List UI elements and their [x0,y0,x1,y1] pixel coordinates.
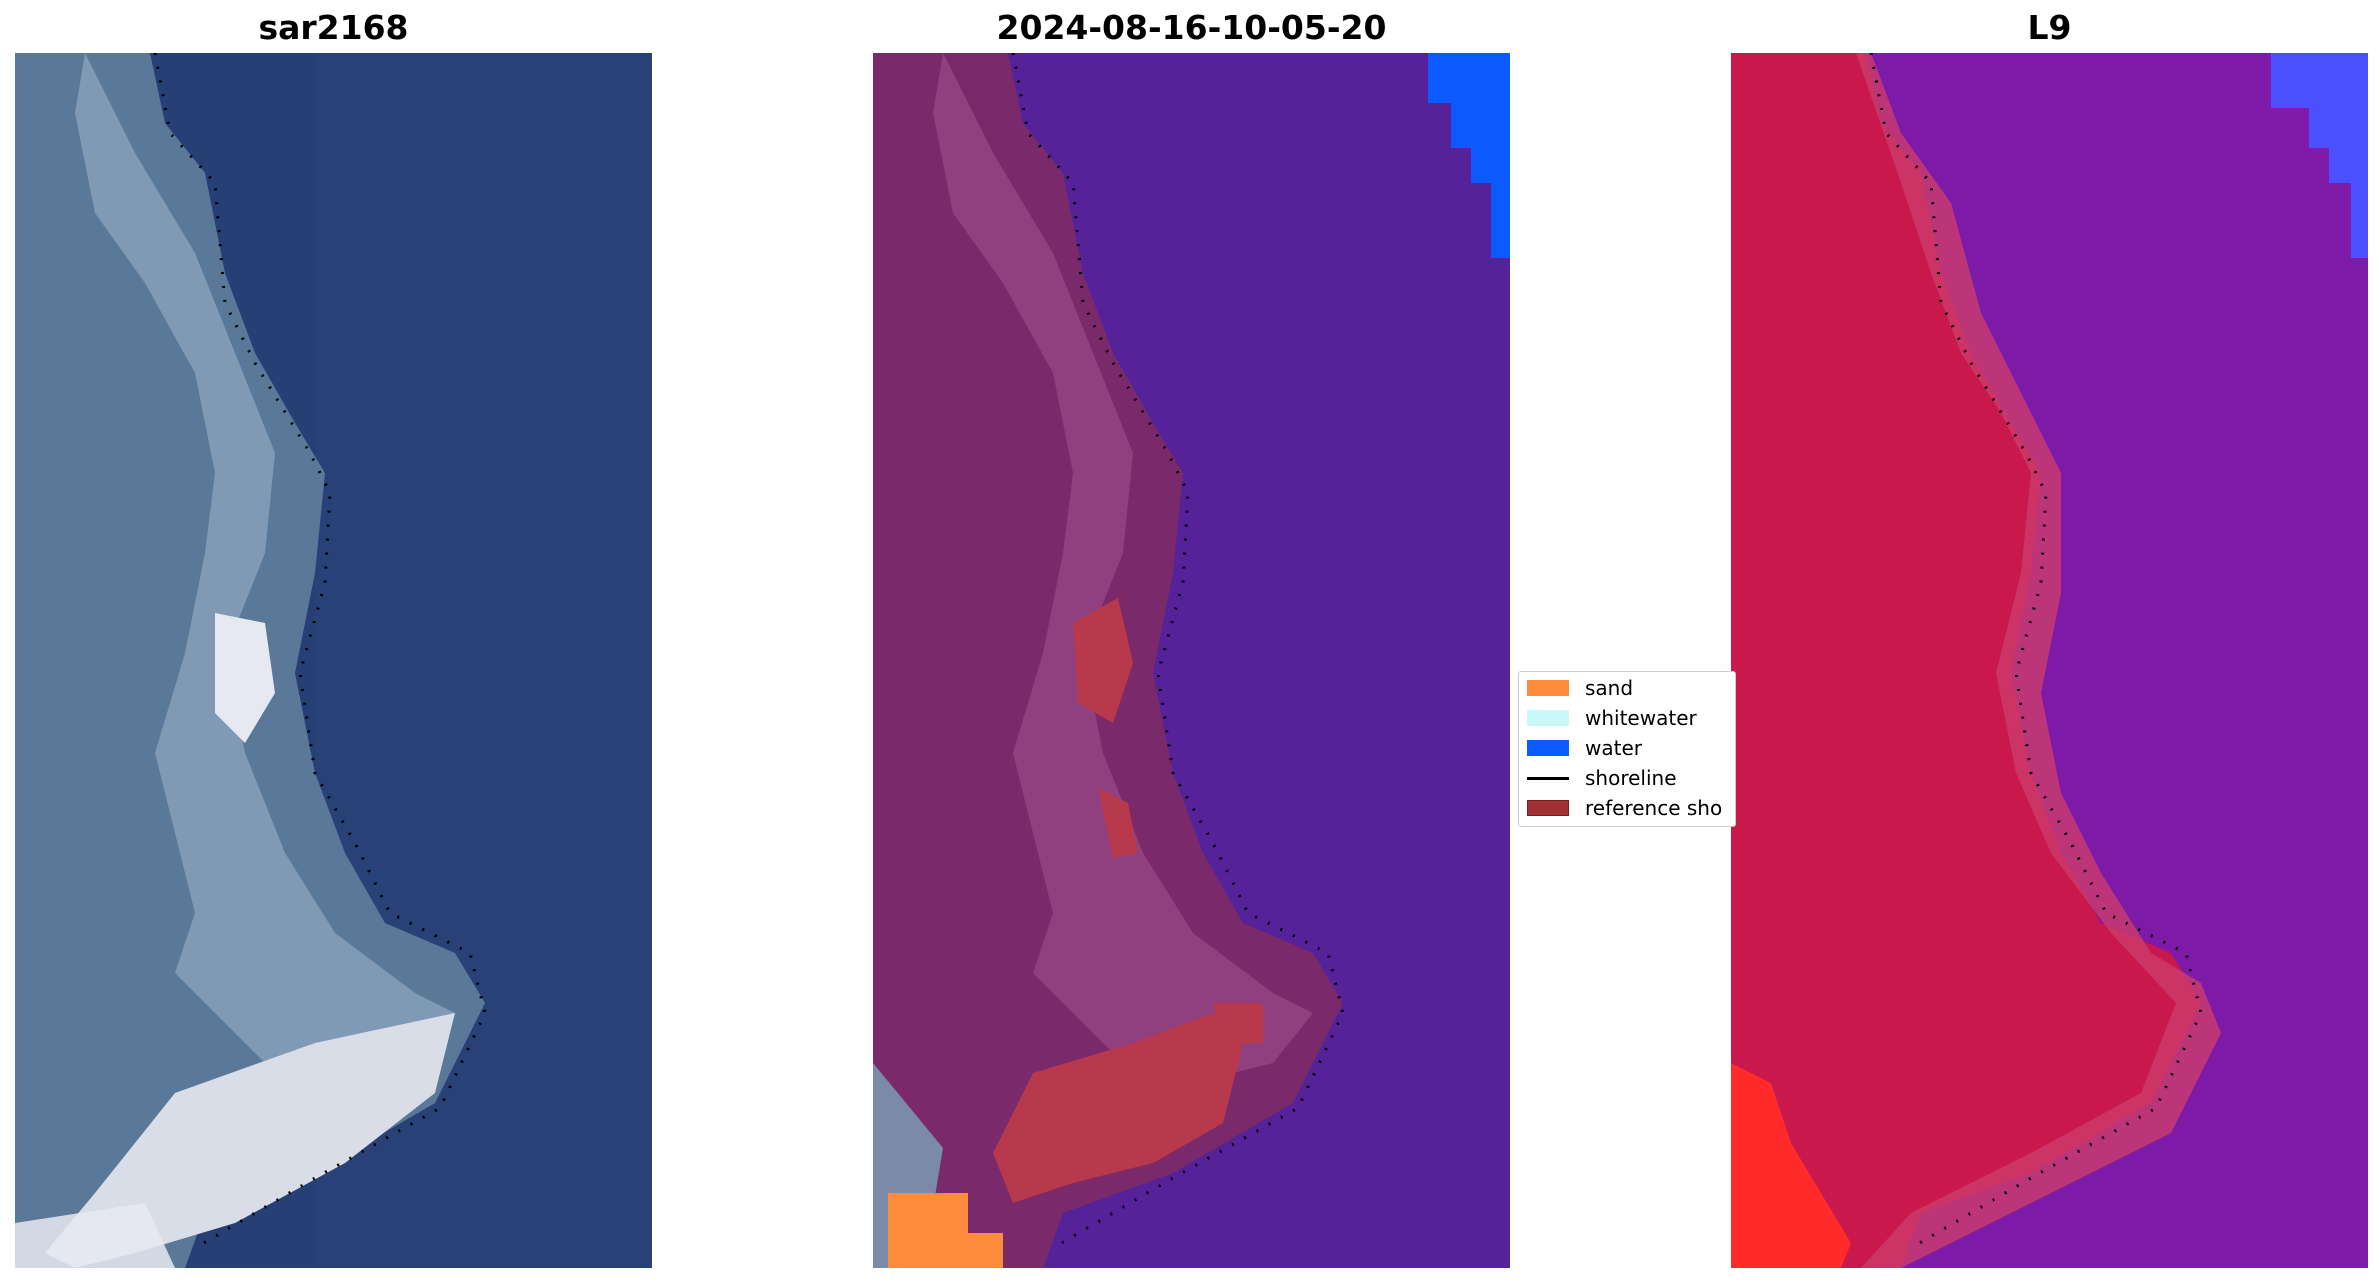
classified-image [873,53,1510,1268]
classified-image-panel [873,53,1510,1268]
sand-swatch [1527,680,1569,696]
legend-item-sand: sand [1527,676,1633,700]
panel-title-index: L9 [2027,8,2072,47]
legend-item-whitewater: whitewater [1527,706,1697,730]
legend-label-water: water [1585,736,1642,760]
legend-label-reference-shoreline: reference sho [1585,796,1723,820]
index-image [1731,53,2368,1268]
shoreline-line-sample [1527,776,1569,780]
legend: sand whitewater water shoreline referenc… [1518,671,1736,827]
legend-label-sand: sand [1585,676,1634,700]
legend-label-shoreline: shoreline [1585,766,1677,790]
reference-shoreline-swatch [1527,800,1569,816]
rgb-image [15,53,652,1268]
rgb-image-panel [15,53,652,1268]
water-swatch [1527,740,1569,756]
legend-item-water: water [1527,736,1642,760]
index-image-panel [1731,53,2368,1268]
legend-label-whitewater: whitewater [1585,706,1697,730]
whitewater-swatch [1527,710,1569,726]
panel-title-classified: 2024-08-16-10-05-20 [996,8,1387,47]
panel-title-rgb: sar2168 [258,8,409,47]
legend-item-shoreline: shoreline [1527,766,1677,790]
legend-item-reference-shoreline: reference sho [1527,796,1722,820]
